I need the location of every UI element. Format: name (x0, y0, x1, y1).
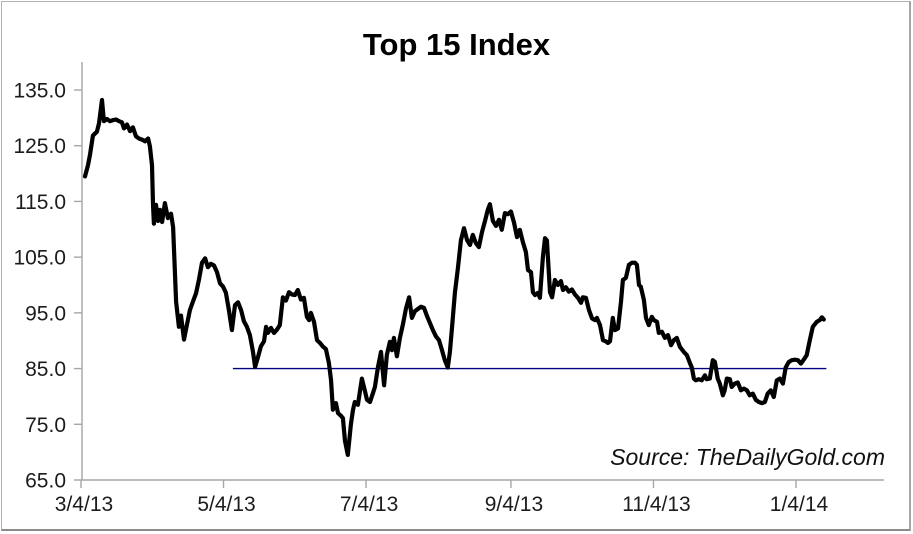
y-axis-tick-label: 115.0 (15, 191, 66, 214)
y-axis-tick-label: 95.0 (25, 302, 66, 325)
chart-title: Top 15 Index (362, 27, 551, 62)
x-axis-tick-label: 3/4/13 (55, 493, 113, 516)
y-axis-tick-label: 105.0 (13, 247, 66, 270)
y-axis-tick-label: 65.0 (25, 470, 66, 493)
x-axis-tick-label: 11/4/13 (622, 493, 691, 516)
x-axis-tick-label: 9/4/13 (485, 493, 543, 516)
y-axis-tick-label: 135.0 (13, 80, 66, 103)
y-axis-tick-label: 125.0 (13, 135, 66, 158)
source-attribution: Source: TheDailyGold.com (610, 444, 885, 470)
series-line (82, 97, 826, 457)
y-axis-tick-label: 75.0 (25, 414, 66, 437)
y-axis-tick-label: 85.0 (25, 358, 66, 381)
x-axis-tick-label: 1/4/14 (770, 493, 829, 516)
x-axis-tick-label: 5/4/13 (197, 493, 255, 516)
x-axis-tick-label: 7/4/13 (340, 493, 398, 516)
